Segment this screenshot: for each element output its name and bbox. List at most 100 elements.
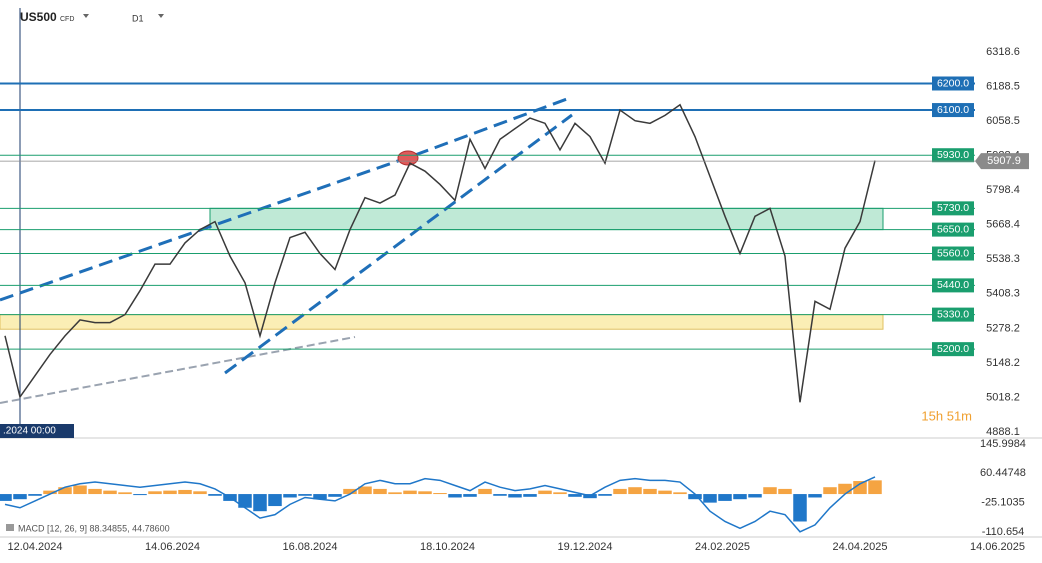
y-tick-label: -110.654 <box>982 526 1025 538</box>
level-label: 5730.0 <box>937 202 969 214</box>
x-tick-label: 12.04.2024 <box>7 541 62 553</box>
x-tick-label: 18.10.2024 <box>420 541 475 553</box>
macd-bar <box>493 494 507 496</box>
macd-bar <box>43 490 57 495</box>
macd-bar <box>658 490 672 495</box>
macd-bar <box>838 483 852 495</box>
macd-bar <box>238 494 252 508</box>
level-label-box <box>932 246 974 261</box>
dropdown[interactable] <box>83 14 89 18</box>
level-label: 5930.0 <box>937 149 969 161</box>
y-tick-label: 4888.1 <box>986 426 1020 438</box>
macd-bar <box>478 488 492 495</box>
macd-bar <box>0 494 12 501</box>
level-label-box <box>932 103 974 118</box>
dropdown[interactable] <box>158 14 164 18</box>
level-label-box <box>932 76 974 91</box>
macd-bar <box>298 494 312 496</box>
macd-bar <box>718 494 732 501</box>
trend-line <box>0 153 416 302</box>
level-label: 5440.0 <box>937 279 969 291</box>
macd-bar <box>673 492 687 495</box>
macd-bar <box>823 487 837 495</box>
macd-line <box>4 476 876 533</box>
y-tick-label: 5018.2 <box>986 391 1020 403</box>
macd-bar <box>763 487 777 495</box>
symbol[interactable]: US500 <box>20 10 57 24</box>
y-tick-label: 5278.2 <box>986 322 1020 334</box>
macd-bar <box>28 494 42 496</box>
y-tick-label: 6058.5 <box>986 115 1020 127</box>
macd-bar <box>463 494 477 497</box>
macd-bar <box>253 494 267 512</box>
y-tick-label: 5798.4 <box>986 184 1020 196</box>
x-tick-label: 16.08.2024 <box>282 541 337 553</box>
macd-bar <box>643 488 657 495</box>
level-label-box <box>932 278 974 293</box>
level-label: 5650.0 <box>937 223 969 235</box>
macd-bar <box>193 491 207 495</box>
macd-bar <box>808 494 822 498</box>
macd-bar <box>103 490 117 495</box>
x-tick-label: 19.12.2024 <box>557 541 612 553</box>
legend-icon <box>6 524 14 531</box>
macd-bar <box>283 494 297 498</box>
current-price-box <box>975 153 1029 170</box>
timeframe[interactable]: D1 <box>132 13 144 23</box>
y-tick-label: 5408.3 <box>986 288 1020 300</box>
macd-bar <box>208 494 222 496</box>
macd-bar <box>88 488 102 495</box>
macd-bar <box>313 494 327 500</box>
timer: 15h 51m <box>921 408 972 423</box>
trend-line <box>414 97 568 157</box>
level-label: 6100.0 <box>937 104 969 116</box>
macd-bar <box>538 490 552 495</box>
crosshair-label-box <box>0 424 74 438</box>
level-label: 5330.0 <box>937 308 969 320</box>
macd-bar <box>733 494 747 500</box>
macd-bar <box>508 494 522 498</box>
level-label: 5200.0 <box>937 343 969 355</box>
macd-bar <box>163 490 177 495</box>
macd-bar <box>778 488 792 495</box>
level-label-box <box>932 201 974 216</box>
macd-bar <box>748 494 762 498</box>
current-price-label: 5907.9 <box>987 155 1021 167</box>
macd-bar <box>178 489 192 495</box>
macd-bar <box>133 494 147 496</box>
macd-bar <box>613 488 627 495</box>
macd-bar <box>73 485 87 495</box>
highlight <box>397 150 419 166</box>
macd-bar <box>703 494 717 503</box>
y-tick-label: 5148.2 <box>986 357 1020 369</box>
macd-bar <box>388 492 402 495</box>
x-tick-label: 24.02.2025 <box>695 541 750 553</box>
y-tick-label: 60.44748 <box>980 467 1026 479</box>
macd-legend: MACD [12, 26, 9] 88.34855, 44.78600 <box>18 523 170 533</box>
y-tick-label: 145.9984 <box>980 438 1026 450</box>
macd-bar <box>358 486 372 495</box>
crosshair-label: .2024 00:00 <box>3 426 56 437</box>
macd-bar <box>418 491 432 495</box>
macd-bar <box>13 494 27 500</box>
level-label-box <box>932 342 974 357</box>
macd-bar <box>58 487 72 495</box>
trend-line <box>224 113 573 375</box>
y-tick-label: -25.1035 <box>981 497 1024 509</box>
x-tick-label: 24.04.2025 <box>832 541 887 553</box>
macd-bar <box>148 491 162 495</box>
macd-bar <box>853 481 867 495</box>
macd-bar <box>688 494 702 500</box>
macd-bar <box>568 494 582 497</box>
zone <box>209 207 884 231</box>
macd-bar <box>553 492 567 495</box>
level-label-box <box>932 307 974 322</box>
macd-bar <box>433 493 447 495</box>
macd-bar <box>373 488 387 495</box>
macd-bar <box>118 492 132 495</box>
symbol-kind: CFD <box>60 16 74 23</box>
y-tick-label: 6188.5 <box>986 80 1020 92</box>
macd-bar <box>523 494 537 497</box>
level-label: 5560.0 <box>937 247 969 259</box>
